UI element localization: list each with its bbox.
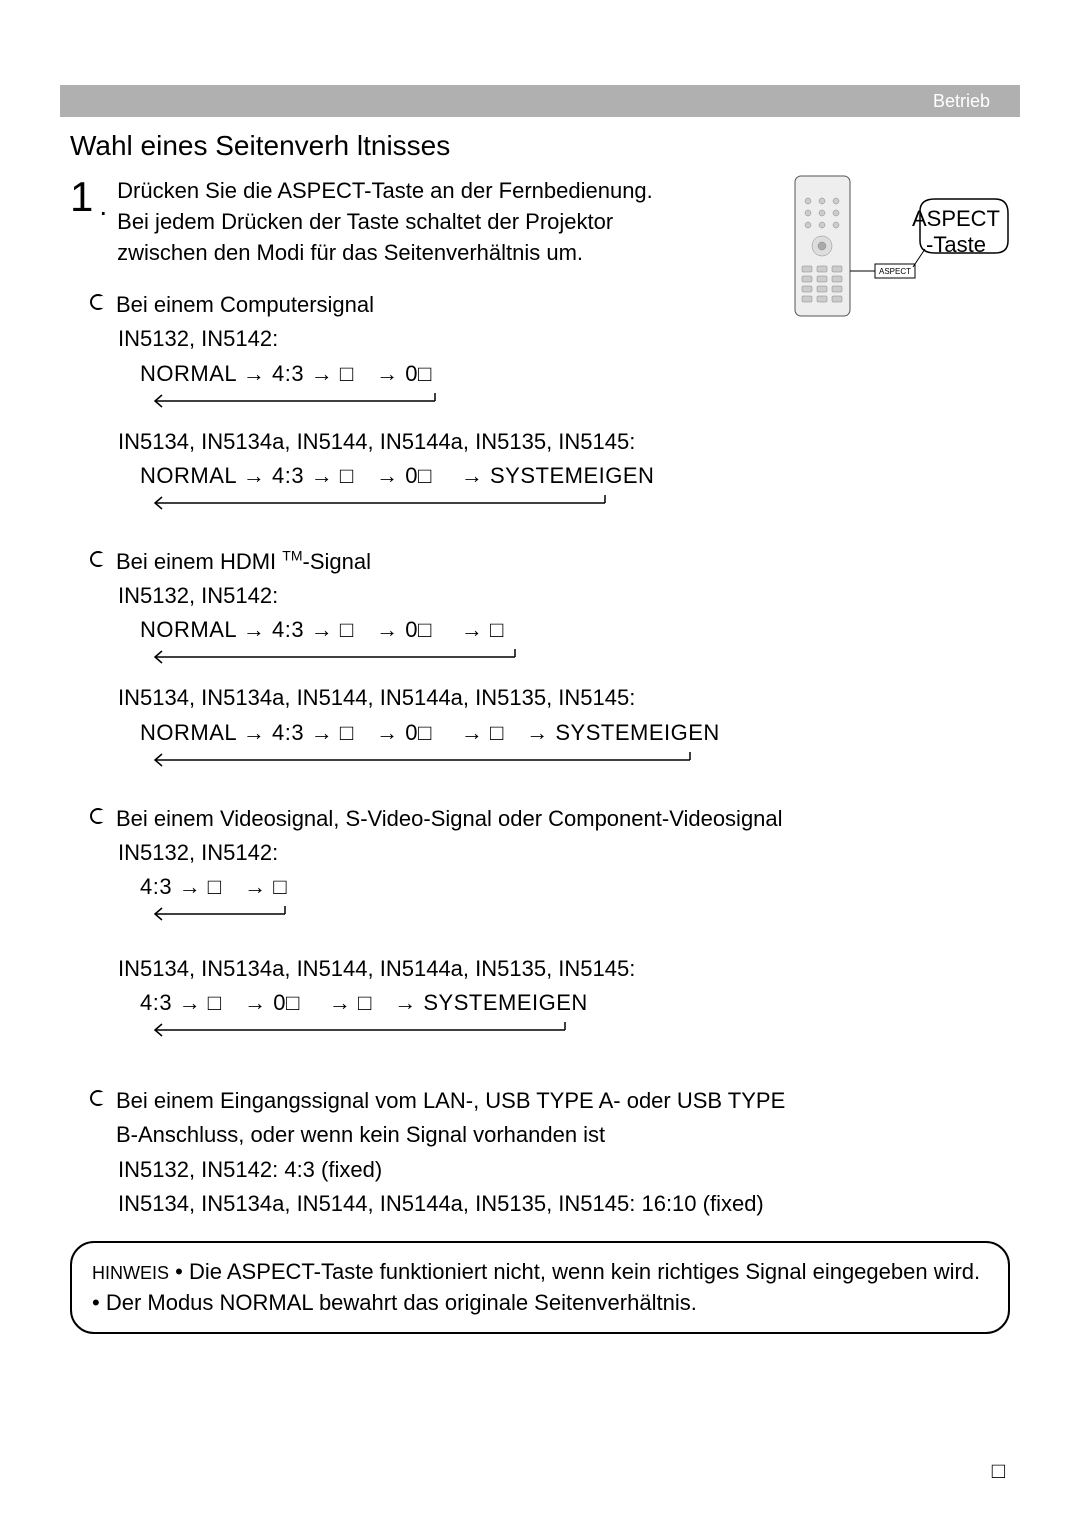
loop-arrow-icon <box>140 752 705 768</box>
loop-arrow-icon <box>140 649 530 665</box>
bullet-icon <box>90 551 106 567</box>
computer-signal-title: Bei einem Computersignal <box>116 288 374 322</box>
hinweis-label: HINWEIS <box>92 1263 169 1283</box>
step-1: 1 . Drücken Sie die ASPECT-Taste an der … <box>70 176 1010 268</box>
hdmi-models-a: IN5132, IN5142: <box>118 579 1010 613</box>
video-models-a: IN5132, IN5142: <box>118 836 1010 870</box>
hdmi-suffix: -Signal <box>303 549 371 574</box>
aspect-button-text: ASPECT <box>879 267 911 276</box>
computer-seq-a: NORMAL → 4:3 → □ → 0□ <box>140 357 1010 391</box>
hinweis-box: HINWEIS • Die ASPECT-Taste funktioniert … <box>70 1241 1010 1335</box>
video-signal-title-line: Bei einem Videosignal, S-Video-Signal od… <box>90 802 1010 836</box>
computer-signal-section: Bei einem Computersignal IN5132, IN5142:… <box>90 288 1010 527</box>
aspect-label-line1: ASPECT <box>912 206 1000 231</box>
bullet-icon <box>90 294 106 310</box>
step-dot: . <box>99 190 107 222</box>
computer-models-a: IN5132, IN5142: <box>118 322 1010 356</box>
step-number: 1 <box>70 176 93 218</box>
other-models-a: IN5132, IN5142: 4:3 (fixed) <box>118 1153 1010 1187</box>
hdmi-tm: TM <box>282 548 302 564</box>
loop-arrow-icon <box>140 495 620 511</box>
step-text-line3: zwischen den Modi für das Seitenverhältn… <box>117 240 583 265</box>
step-text-line2: Bei jedem Drücken der Taste schaltet der… <box>117 209 613 234</box>
video-signal-section: Bei einem Videosignal, S-Video-Signal od… <box>90 802 1010 1055</box>
bullet-icon <box>90 808 106 824</box>
video-seq-b: 4:3 → □ → 0□ → □ → SYSTEMEIGEN <box>140 986 1010 1020</box>
hdmi-seq-a: NORMAL → 4:3 → □ → 0□ → □ <box>140 613 1010 647</box>
bullet-icon <box>90 1090 106 1106</box>
hdmi-signal-section: Bei einem HDMI TM-Signal IN5132, IN5142:… <box>90 545 1010 784</box>
page-title: Wahl eines Seitenverh ltnisses <box>70 130 1010 162</box>
header-bar: Betrieb <box>60 85 1020 117</box>
other-signal-title-line: Bei einem Eingangssignal vom LAN-, USB T… <box>90 1084 1010 1152</box>
hdmi-signal-title: Bei einem HDMI TM-Signal <box>116 545 371 579</box>
loop-arrow-icon <box>140 906 300 922</box>
hinweis-bullet2: • Der Modus NORMAL bewahrt das originale… <box>92 1290 697 1315</box>
other-title-line2: B-Anschluss, oder wenn kein Signal vorha… <box>116 1122 605 1147</box>
hdmi-signal-title-line: Bei einem HDMI TM-Signal <box>90 545 1010 579</box>
loop-arrow-icon <box>140 393 450 409</box>
other-title-line1: Bei einem Eingangssignal vom LAN-, USB T… <box>116 1088 785 1113</box>
hdmi-seq-b: NORMAL → 4:3 → □ → 0□ → □ → SYSTEMEIGEN <box>140 716 1010 750</box>
aspect-label: ASPECT -Taste <box>912 206 1000 259</box>
page-content: Wahl eines Seitenverh ltnisses 1 . Drück… <box>60 130 1020 1334</box>
loop-arrow-icon <box>140 1022 580 1038</box>
hinweis-bullet1: • Die ASPECT-Taste funktioniert nicht, w… <box>169 1259 980 1284</box>
computer-seq-b: NORMAL → 4:3 → □ → 0□ → SYSTEMEIGEN <box>140 459 1010 493</box>
video-signal-title: Bei einem Videosignal, S-Video-Signal od… <box>116 802 783 836</box>
aspect-label-line2: -Taste <box>926 232 986 257</box>
page-number: □ <box>992 1458 1005 1484</box>
remote-graphic: ASPECT ASPECT -Taste <box>790 171 1010 321</box>
step-text-line1: Drücken Sie die ASPECT-Taste an der Fern… <box>117 178 653 203</box>
hdmi-models-b: IN5134, IN5134a, IN5144, IN5144a, IN5135… <box>118 681 1010 715</box>
video-models-b: IN5134, IN5134a, IN5144, IN5144a, IN5135… <box>118 952 1010 986</box>
video-seq-a: 4:3 → □ → □ <box>140 870 1010 904</box>
header-section-label: Betrieb <box>933 91 990 112</box>
other-signal-title: Bei einem Eingangssignal vom LAN-, USB T… <box>116 1084 785 1152</box>
hdmi-prefix: Bei einem HDMI <box>116 549 282 574</box>
other-signal-section: Bei einem Eingangssignal vom LAN-, USB T… <box>90 1084 1010 1220</box>
computer-models-b: IN5134, IN5134a, IN5144, IN5144a, IN5135… <box>118 425 1010 459</box>
other-models-b: IN5134, IN5134a, IN5144, IN5144a, IN5135… <box>118 1187 1010 1221</box>
